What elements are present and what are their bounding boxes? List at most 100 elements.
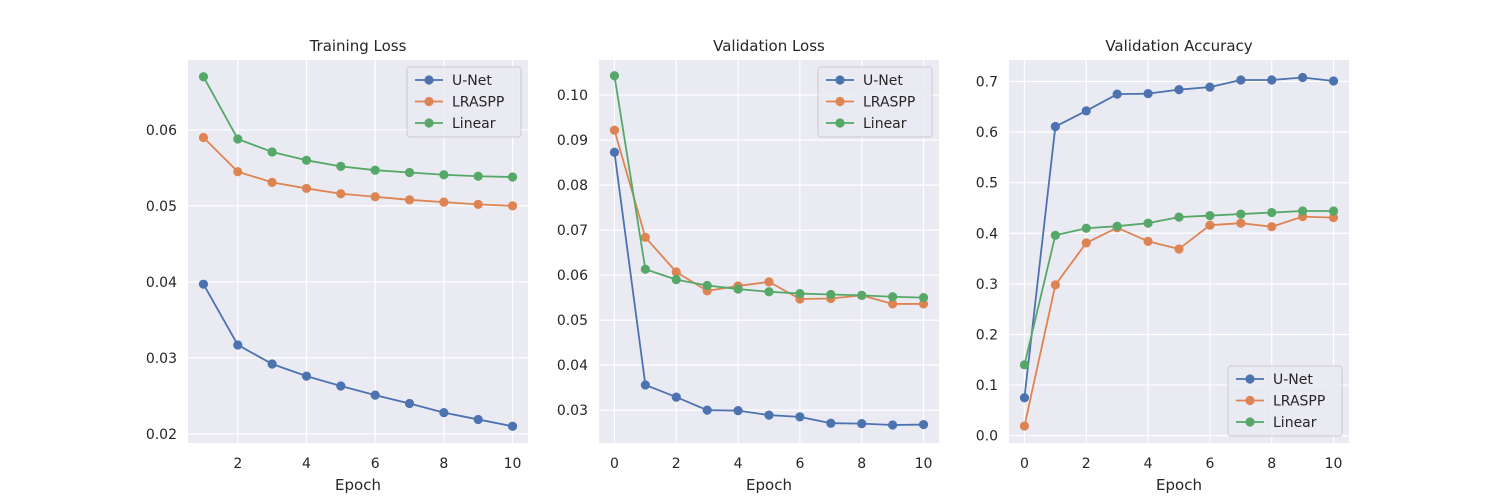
- data-point-linear: [671, 275, 681, 285]
- data-point-u-net: [609, 147, 620, 157]
- data-point-linear: [404, 167, 415, 178]
- data-point-u-net: [473, 414, 483, 425]
- data-point-linear: [1143, 218, 1153, 228]
- data-point-u-net: [1112, 89, 1122, 99]
- y-tick-label: 0.4: [976, 226, 998, 242]
- data-point-lraspp: [1019, 421, 1030, 431]
- legend-swatch-marker: [835, 96, 845, 107]
- data-point-u-net: [439, 408, 449, 418]
- data-point-linear: [1050, 230, 1060, 240]
- y-tick-label: 0.02: [146, 427, 177, 443]
- data-point-u-net: [888, 420, 898, 430]
- legend-swatch-marker: [1245, 374, 1255, 384]
- legend-label: Linear: [1273, 415, 1317, 431]
- data-point-linear: [1236, 209, 1246, 219]
- data-point-lraspp: [439, 197, 449, 207]
- chart-0: 2 4 6 8 10 0.02 0.03 0.04 0.05 0.06 Training Loss E…: [146, 37, 528, 494]
- chart-title: Validation Loss: [713, 37, 825, 55]
- x-tick-label: 2: [233, 456, 242, 472]
- data-point-lraspp: [1050, 280, 1060, 290]
- data-point-lraspp: [1174, 244, 1184, 254]
- x-tick-label: 6: [795, 456, 804, 472]
- legend-label: LRASPP: [863, 95, 915, 111]
- x-axis-label: Epoch: [746, 476, 792, 494]
- y-tick-label: 0.03: [146, 351, 177, 367]
- data-point-linear: [888, 292, 898, 302]
- data-point-linear: [439, 170, 449, 180]
- x-tick-label: 6: [1205, 456, 1214, 472]
- chart-title: Validation Accuracy: [1105, 37, 1252, 55]
- data-point-u-net: [918, 419, 929, 430]
- x-tick-label: 10: [915, 456, 933, 472]
- data-point-u-net: [826, 418, 836, 428]
- legend: U-Net LRASPP Linear: [406, 66, 522, 138]
- legend-label: Linear: [452, 116, 496, 132]
- data-point-linear: [1019, 360, 1030, 370]
- x-tick-label: 4: [302, 456, 311, 472]
- legend-swatch-marker: [1245, 417, 1255, 427]
- legend: U-Net LRASPP Linear: [817, 66, 933, 138]
- legend: U-Net LRASPP Linear: [1227, 365, 1343, 437]
- data-point-lraspp: [473, 199, 483, 209]
- x-tick-label: 2: [672, 456, 681, 472]
- data-point-u-net: [301, 371, 312, 381]
- x-tick-label: 6: [371, 456, 380, 472]
- data-point-u-net: [233, 340, 243, 350]
- data-point-lraspp: [1267, 222, 1277, 232]
- data-point-lraspp: [198, 132, 209, 143]
- data-point-linear: [857, 290, 867, 300]
- data-point-lraspp: [507, 201, 518, 211]
- data-point-linear: [1205, 210, 1215, 221]
- x-tick-label: 0: [610, 456, 619, 472]
- y-tick-label: 0.06: [557, 268, 588, 284]
- x-tick-label: 10: [1325, 456, 1343, 472]
- x-tick-label: 0: [1020, 456, 1029, 472]
- y-tick-label: 0.04: [146, 275, 177, 291]
- chart-2: 0 2 4 6 8 10 0.0 0.1 0.2 0.3 0.4 0.5 0.6 0.7 Validatio…: [976, 37, 1349, 494]
- legend-swatch-marker: [835, 118, 845, 128]
- legend-swatch-marker: [1245, 395, 1255, 406]
- data-point-u-net: [733, 405, 743, 416]
- data-point-linear: [609, 71, 620, 81]
- series-line-lraspp: [202, 136, 513, 207]
- x-tick-label: 10: [504, 456, 522, 472]
- data-point-u-net: [640, 380, 650, 390]
- data-point-u-net: [1267, 75, 1277, 85]
- legend-swatch-marker: [424, 75, 434, 85]
- y-tick-label: 0.1: [976, 378, 998, 394]
- data-point-u-net: [857, 419, 867, 429]
- data-point-linear: [336, 161, 346, 171]
- x-tick-label: 2: [1082, 456, 1091, 472]
- legend-label: U-Net: [452, 73, 492, 89]
- data-point-u-net: [1328, 76, 1339, 86]
- data-point-lraspp: [336, 189, 346, 199]
- data-point-lraspp: [1143, 236, 1153, 246]
- y-tick-label: 0.09: [557, 133, 588, 149]
- data-point-linear: [1328, 206, 1339, 216]
- legend-label: U-Net: [863, 73, 903, 89]
- data-point-lraspp: [1081, 238, 1091, 248]
- data-point-linear: [370, 165, 380, 175]
- data-point-u-net: [1019, 393, 1030, 403]
- y-tick-label: 0.5: [976, 176, 998, 192]
- data-point-u-net: [336, 381, 346, 391]
- data-point-lraspp: [233, 167, 243, 177]
- data-point-lraspp: [918, 299, 929, 309]
- data-point-linear: [301, 155, 312, 165]
- data-point-u-net: [702, 405, 712, 415]
- data-point-u-net: [1174, 84, 1184, 95]
- chart-1: 0 2 4 6 8 10 0.03 0.04 0.05 0.06 0.07 0.08 0.09 0.10 V…: [557, 37, 939, 494]
- data-point-lraspp: [888, 299, 898, 309]
- data-point-u-net: [1298, 72, 1308, 83]
- x-axis-label: Epoch: [1156, 476, 1202, 494]
- data-point-u-net: [404, 398, 415, 409]
- y-tick-label: 0.05: [557, 313, 588, 329]
- data-point-lraspp: [1236, 218, 1246, 228]
- data-point-linear: [198, 72, 209, 82]
- data-point-lraspp: [267, 177, 277, 187]
- data-point-lraspp: [1205, 220, 1215, 230]
- data-point-u-net: [267, 359, 277, 369]
- data-point-linear: [640, 264, 650, 274]
- data-point-linear: [1267, 207, 1277, 218]
